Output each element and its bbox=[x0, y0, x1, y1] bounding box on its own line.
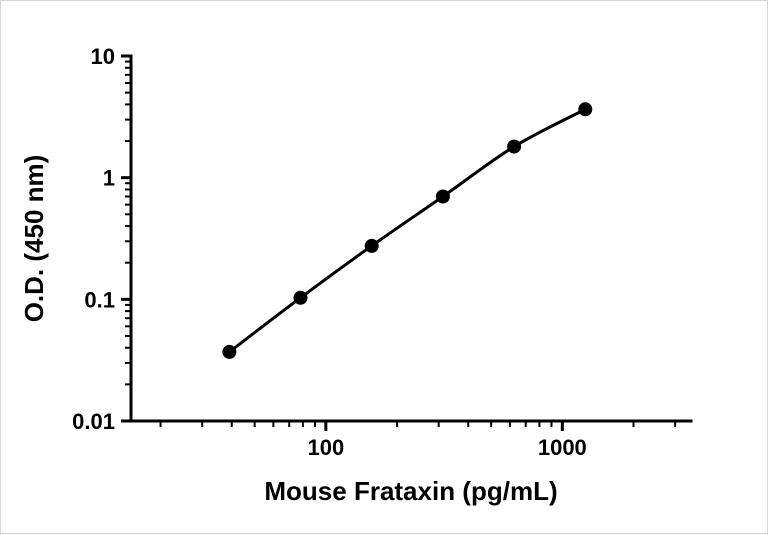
y-tick-label: 0.01 bbox=[72, 409, 115, 434]
x-tick-label: 100 bbox=[307, 435, 344, 460]
data-point-marker bbox=[293, 290, 308, 305]
data-point-marker bbox=[435, 189, 450, 204]
x-tick-label: 1000 bbox=[538, 435, 587, 460]
x-axis-title: Mouse Frataxin (pg/mL) bbox=[264, 476, 557, 506]
data-point-marker bbox=[222, 344, 237, 359]
chart-plot-area: 100 1000 0.01 0.1 1 10 bbox=[72, 44, 693, 460]
y-tick-label: 0.1 bbox=[84, 287, 115, 312]
standard-curve-line bbox=[228, 107, 586, 354]
y-axis-title: O.D. (450 nm) bbox=[19, 155, 49, 323]
y-tick-label: 1 bbox=[103, 166, 115, 191]
data-point-marker bbox=[507, 139, 522, 154]
y-tick-label: 10 bbox=[91, 44, 115, 69]
data-point-marker bbox=[578, 102, 593, 117]
data-point-marker bbox=[364, 238, 379, 253]
axes-lines bbox=[129, 54, 693, 423]
